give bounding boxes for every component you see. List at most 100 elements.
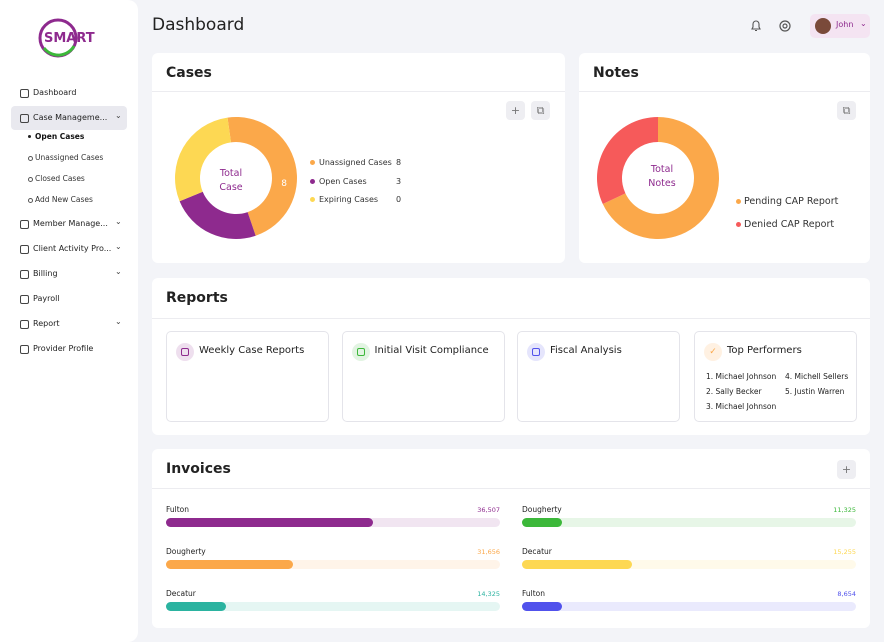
invoice-amount: 36,507	[477, 506, 500, 514]
cases-card: Cases + ⧉ 8 Total Case Unassigned Cases 8…	[152, 53, 565, 263]
nav-label: Report	[33, 319, 60, 328]
notification-icon[interactable]	[749, 19, 763, 33]
nav-label: Member Manage...	[33, 219, 108, 228]
notes-donut	[597, 117, 719, 239]
divider	[152, 488, 870, 489]
invoices-card: Invoices + Fulton 36,507 Dougherty 31,656 De…	[152, 449, 870, 628]
divider	[579, 91, 870, 92]
nav-item[interactable]: Report ⌄	[11, 312, 127, 336]
progress-bar	[522, 602, 563, 611]
notes-card: Notes ⧉ Total Notes Pending CAP Report De…	[579, 53, 870, 263]
chevron: ⌄	[115, 267, 122, 276]
bullet	[28, 198, 33, 203]
divider	[152, 91, 565, 92]
donut-center-label: Total Notes	[648, 164, 676, 189]
nav-subitem[interactable]: Open Cases	[28, 127, 128, 147]
copy-button[interactable]: ⧉	[837, 101, 856, 120]
progress-track	[166, 602, 500, 611]
user-menu[interactable]: John ⌄	[810, 14, 870, 38]
legend-dot	[736, 199, 741, 204]
chevron: ⌄	[860, 19, 867, 28]
logo: SMART	[38, 18, 95, 58]
user-name: John	[836, 20, 854, 29]
logo-text: SMART	[44, 31, 95, 46]
nav-subitem[interactable]: Add New Cases	[28, 190, 128, 210]
cases-donut: 8	[175, 117, 297, 239]
nav-sublabel: Add New Cases	[35, 195, 93, 204]
nav-icon	[20, 345, 29, 354]
nav-label: Case Manageme...	[33, 113, 108, 122]
reports-card: Reports Weekly Case Reports Initial Visit…	[152, 278, 870, 435]
nav-label: Dashboard	[33, 88, 77, 97]
nav-icon	[20, 89, 29, 98]
donut-segment	[179, 191, 256, 239]
progress-track	[522, 518, 856, 527]
card-icon: ✓	[704, 343, 722, 361]
performer-name: 1. Michael Johnson	[706, 372, 777, 381]
card-icon	[176, 343, 194, 361]
progress-track	[522, 602, 856, 611]
bullet	[28, 177, 33, 182]
nav-item[interactable]: Provider Profile	[11, 337, 127, 361]
card-title: Fiscal Analysis	[550, 345, 622, 356]
nav-item[interactable]: Case Manageme... ⌄	[11, 106, 127, 130]
nav-sublabel: Unassigned Cases	[35, 153, 104, 162]
invoice-amount: 15,255	[833, 548, 856, 556]
legend-dot	[310, 197, 315, 202]
copy-button[interactable]: ⧉	[531, 101, 550, 120]
invoice-amount: 11,325	[833, 506, 856, 514]
invoice-name: Decatur	[166, 589, 196, 598]
progress-track	[166, 560, 500, 569]
nav-item[interactable]: Payroll	[11, 287, 127, 311]
report-card: Weekly Case Reports	[166, 331, 329, 422]
nav-item[interactable]: Billing ⌄	[11, 262, 127, 286]
card-title: Invoices	[166, 461, 231, 477]
card-title: Weekly Case Reports	[199, 345, 305, 356]
progress-bar	[166, 560, 293, 569]
invoice-name: Fulton	[522, 589, 546, 598]
nav-item[interactable]: Member Manage... ⌄	[11, 212, 127, 236]
nav-icon	[20, 220, 29, 229]
top-performers-card: ✓ Top Performers 1. Michael Johnson 2. Sa…	[694, 331, 857, 422]
nav-icon	[20, 320, 29, 329]
nav-item[interactable]: Client Activity Pro... ⌄	[11, 237, 127, 261]
legend-label: Denied CAP Report	[744, 219, 835, 230]
legend-dot	[736, 222, 741, 227]
progress-bar	[166, 602, 227, 611]
donut-segment	[602, 117, 719, 239]
card-icon-glyph	[181, 348, 189, 356]
legend-count: 0	[396, 195, 402, 204]
nav-item[interactable]: Dashboard	[11, 81, 127, 105]
sidebar: SMART Dashboard Case Manageme... ⌄ Open Cas…	[0, 0, 138, 642]
invoice-name: Decatur	[522, 547, 552, 556]
nav-label: Billing	[33, 269, 58, 278]
settings-icon[interactable]	[778, 19, 792, 33]
report-card: Initial Visit Compliance	[341, 331, 505, 422]
legend-label: Pending CAP Report	[744, 196, 839, 207]
donut-center-label: Total Case	[219, 168, 243, 193]
nav-subitem[interactable]: Closed Cases	[28, 169, 128, 189]
chevron: ⌄	[115, 217, 122, 226]
segment-label: 8	[281, 179, 287, 189]
card-title: Cases	[166, 65, 212, 81]
invoice-name: Dougherty	[166, 547, 206, 556]
donut-hole	[201, 143, 271, 213]
add-button[interactable]: +	[837, 460, 856, 479]
add-button[interactable]: +	[506, 101, 525, 120]
card-title: Top Performers	[727, 345, 802, 356]
nav-subitem[interactable]: Unassigned Cases	[28, 148, 128, 168]
performer-name: 5. Justin Warren	[785, 387, 845, 396]
progress-track	[522, 560, 856, 569]
donut-segment	[597, 117, 658, 204]
legend-label: Expiring Cases	[319, 195, 379, 204]
card-title: Initial Visit Compliance	[374, 345, 489, 356]
legend-label: Open Cases	[319, 176, 367, 186]
invoice-name: Fulton	[166, 505, 190, 514]
legend-dot	[310, 178, 315, 184]
donut-hole	[623, 143, 693, 213]
progress-track	[166, 518, 500, 527]
card-title: Reports	[166, 290, 228, 306]
legend-count: 3	[396, 176, 402, 186]
performer-name: 4. Michell Sellers	[785, 372, 849, 381]
